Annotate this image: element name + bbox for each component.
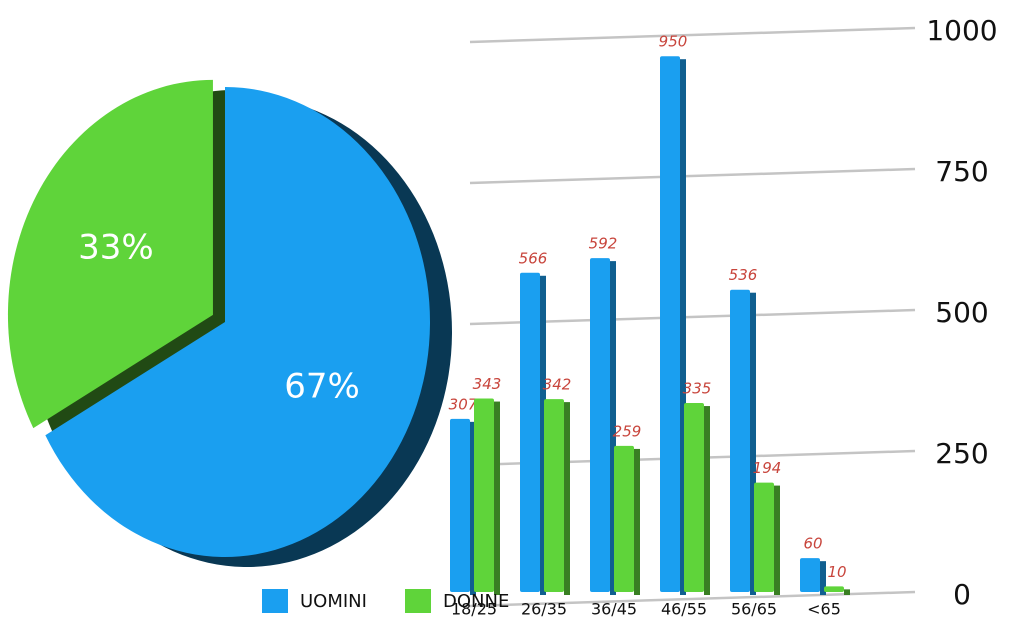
x-tick-label: 56/65 — [731, 600, 777, 619]
legend-swatch — [405, 589, 431, 613]
bar — [614, 445, 634, 592]
bar — [544, 399, 564, 592]
bar-side — [704, 406, 710, 595]
value-label: 592 — [589, 235, 618, 253]
bar — [474, 398, 494, 592]
pie-slice — [7, 79, 213, 429]
x-tick-label: 46/55 — [661, 600, 707, 619]
grid-line — [469, 590, 916, 608]
value-label: 194 — [753, 459, 782, 477]
x-tick-label: 26/35 — [521, 600, 567, 619]
legend-label: UOMINI — [300, 591, 367, 612]
grid-line — [469, 26, 916, 44]
value-label: 259 — [613, 422, 642, 440]
pie-label: 33% — [78, 228, 154, 268]
value-label: 950 — [659, 33, 688, 51]
bar — [824, 586, 844, 592]
x-tick-label: <65 — [807, 600, 841, 619]
bar — [684, 403, 704, 592]
bar — [520, 272, 540, 592]
y-tick-label: 0 — [953, 578, 971, 611]
x-tick-label: 36/45 — [591, 600, 637, 619]
bar — [730, 289, 750, 592]
legend-swatch — [262, 589, 288, 613]
bar — [800, 558, 820, 592]
bar-side — [494, 401, 500, 595]
bar-side — [470, 421, 476, 595]
y-tick-label: 250 — [935, 437, 988, 470]
bar-side — [844, 589, 850, 595]
pie-label: 67% — [284, 366, 360, 406]
bar-side — [820, 561, 826, 595]
y-tick-label: 750 — [935, 155, 988, 188]
value-label: 307 — [449, 395, 478, 413]
x-tick-label: 18/25 — [451, 600, 497, 619]
value-label: 536 — [729, 266, 758, 284]
bar — [590, 258, 610, 592]
value-label: 342 — [543, 376, 572, 394]
bar — [660, 56, 680, 592]
value-label: 335 — [683, 380, 712, 398]
bar-side — [680, 59, 686, 595]
bar-side — [750, 292, 756, 595]
value-label: 566 — [519, 249, 548, 267]
value-label: 60 — [803, 535, 822, 553]
bar-side — [610, 261, 616, 595]
bar — [754, 482, 774, 592]
pie-slice — [45, 87, 431, 557]
value-label: 343 — [473, 375, 502, 393]
bar — [450, 418, 470, 592]
bar-side — [634, 448, 640, 595]
legend-label: DONNE — [443, 591, 509, 612]
bar-side — [774, 485, 780, 595]
y-tick-label: 1000 — [926, 14, 997, 47]
y-tick-label: 500 — [935, 296, 988, 329]
bar-side — [540, 275, 546, 595]
bar-side — [564, 402, 570, 595]
value-label: 10 — [827, 563, 846, 581]
grid-line — [469, 167, 916, 185]
